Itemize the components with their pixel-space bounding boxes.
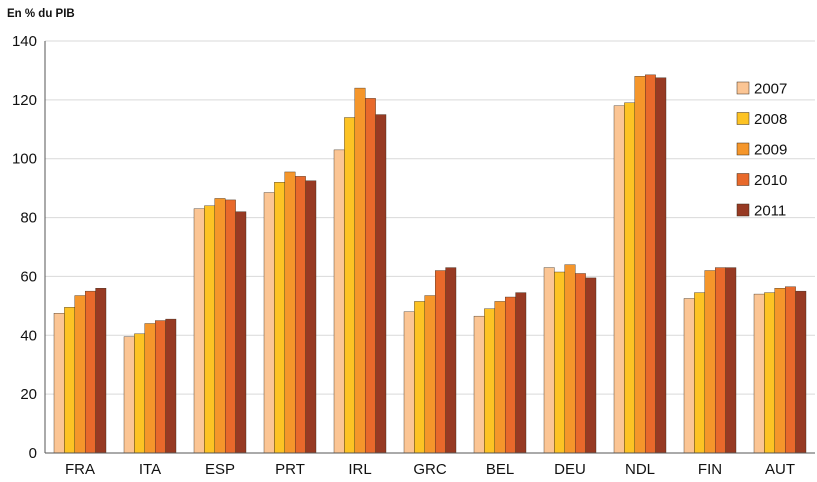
- bar-ndl-2010: [645, 74, 656, 454]
- y-tick-label: 100: [12, 151, 37, 168]
- bar-grc-2010: [435, 270, 446, 454]
- bar-deu-2008: [554, 271, 566, 454]
- bar-deu-2010: [575, 273, 586, 454]
- legend-label: 2011: [754, 203, 786, 220]
- x-tick-label: NDL: [625, 461, 655, 478]
- bar-prt-2007: [263, 192, 275, 454]
- bar-ita-2010: [154, 320, 166, 454]
- bar-aut-2007: [753, 293, 765, 454]
- bar-deu-2007: [543, 267, 555, 454]
- x-tick-label: FIN: [698, 461, 722, 478]
- bar-fin-2011: [725, 267, 737, 454]
- x-tick-label: BEL: [486, 461, 514, 478]
- legend: 2007 2008 2009 2010 2011: [736, 81, 787, 220]
- bar-aut-2009: [774, 288, 786, 454]
- x-tick-label: ESP: [205, 461, 235, 478]
- bar-esp-2008: [204, 205, 215, 454]
- legend-swatch-2010: [736, 173, 750, 186]
- x-tick-label: PRT: [275, 461, 305, 478]
- bar-grc-2008: [414, 301, 425, 454]
- bar-bel-2007: [473, 315, 485, 454]
- legend-swatch-2009: [736, 142, 750, 156]
- bar-fra-2009: [74, 295, 86, 454]
- bar-prt-2011: [305, 180, 317, 454]
- bar-fin-2009: [704, 270, 716, 454]
- bar-aut-2008: [764, 292, 776, 454]
- legend-swatch-2011: [736, 203, 750, 217]
- bar-bel-2010: [505, 296, 516, 454]
- x-tick-label: ITA: [139, 461, 161, 478]
- bar-grc-2007: [403, 311, 415, 454]
- bar-deu-2011: [585, 277, 597, 454]
- bar-irl-2011: [375, 114, 387, 454]
- bar-deu-2009: [564, 264, 576, 454]
- legend-label: 2008: [754, 111, 787, 128]
- legend-swatch-2007: [736, 81, 750, 95]
- bar-irl-2007: [333, 149, 345, 454]
- x-tick-label: DEU: [554, 461, 586, 478]
- bar-fra-2010: [84, 290, 96, 454]
- bar-esp-2011: [235, 211, 247, 454]
- x-tick-label: IRL: [348, 461, 371, 478]
- bar-grc-2011: [445, 267, 457, 454]
- legend-swatch-2008: [736, 112, 750, 125]
- bar-prt-2010: [295, 176, 306, 454]
- x-tick-label: AUT: [765, 461, 795, 478]
- bar-aut-2010: [785, 286, 796, 454]
- bar-ndl-2011: [655, 77, 667, 454]
- bar-fra-2011: [95, 288, 107, 454]
- bar-prt-2009: [284, 171, 296, 454]
- bar-bel-2011: [515, 292, 527, 454]
- unit-label: En % du PIB: [7, 8, 75, 20]
- y-tick-label: 140: [12, 33, 37, 50]
- bar-ita-2007: [123, 336, 135, 454]
- y-tick-label: 40: [20, 327, 37, 344]
- bar-irl-2008: [344, 117, 355, 454]
- bar-ita-2008: [134, 333, 145, 454]
- bar-ita-2011: [165, 318, 177, 454]
- bar-ita-2009: [144, 323, 156, 454]
- bar-prt-2008: [274, 182, 285, 454]
- bar-irl-2009: [354, 87, 366, 454]
- x-tick-label: FRA: [65, 461, 95, 478]
- bar-ndl-2008: [624, 102, 636, 454]
- bar-ndl-2007: [613, 105, 625, 454]
- bar-fin-2008: [694, 292, 706, 454]
- bar-grc-2009: [424, 295, 436, 454]
- bar-fin-2007: [683, 298, 695, 454]
- bar-ndl-2009: [634, 76, 646, 454]
- bar-fin-2010: [715, 267, 726, 454]
- bars: [53, 74, 807, 454]
- legend-label: 2010: [754, 172, 787, 189]
- bar-fra-2008: [64, 307, 76, 454]
- bar-fra-2007: [53, 313, 65, 454]
- bar-bel-2008: [484, 308, 495, 454]
- bar-esp-2009: [214, 198, 226, 454]
- bar-esp-2007: [193, 208, 205, 454]
- y-tick-label: 20: [20, 386, 37, 403]
- y-tick-label: 0: [29, 445, 37, 462]
- bar-bel-2009: [494, 301, 506, 454]
- x-tick-label: GRC: [413, 461, 447, 478]
- legend-label: 2009: [754, 142, 787, 159]
- x-axis-labels: FRA ITA ESP PRT IRL GRC BEL DEU NDL FIN AUT: [65, 461, 795, 478]
- bar-aut-2011: [795, 290, 807, 454]
- y-tick-label: 60: [20, 268, 37, 285]
- legend-label: 2007: [754, 81, 787, 98]
- y-axis-ticks: 0 20 40 60 80 100 120 140: [12, 33, 37, 462]
- bar-irl-2010: [365, 98, 376, 454]
- y-tick-label: 120: [12, 92, 37, 109]
- y-tick-label: 80: [20, 210, 37, 227]
- bar-esp-2010: [224, 199, 236, 454]
